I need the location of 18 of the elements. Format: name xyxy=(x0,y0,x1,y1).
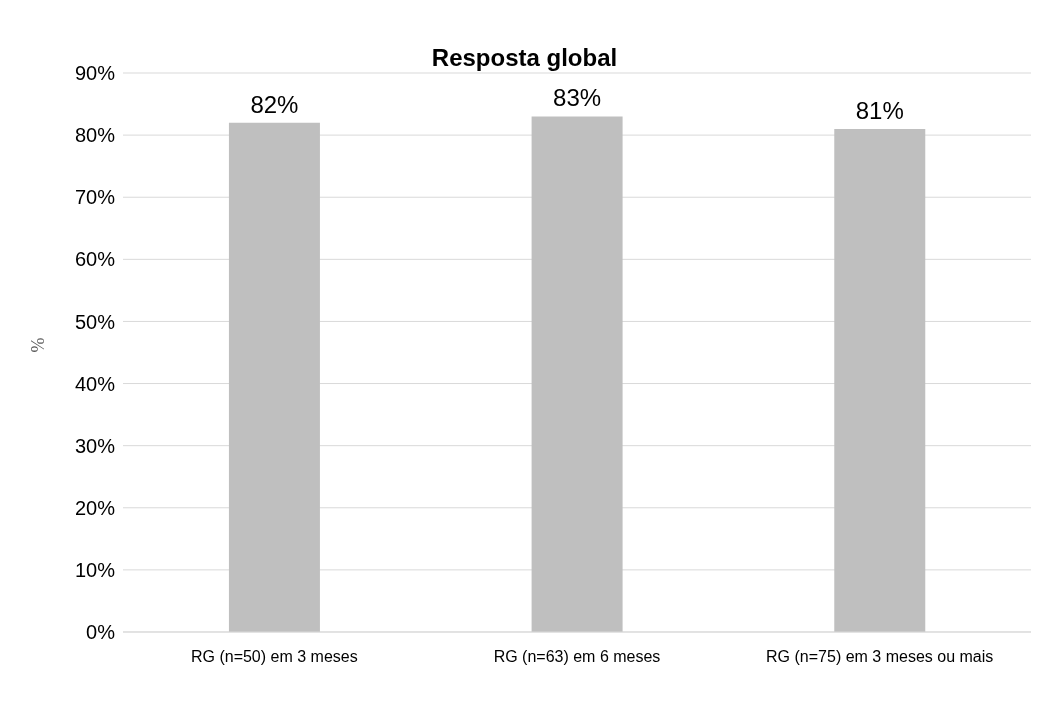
y-tick-label: 80% xyxy=(74,124,116,147)
x-tick-label: RG (n=63) em 6 meses xyxy=(493,648,661,665)
data-label: 81% xyxy=(855,96,904,124)
y-tick-label: 60% xyxy=(74,248,116,271)
y-tick-label: 90% xyxy=(74,62,116,85)
y-tick-label: 40% xyxy=(74,372,116,395)
y-tick-label: 70% xyxy=(74,186,116,209)
y-tick-label: 10% xyxy=(74,558,116,581)
y-tick-label: 0% xyxy=(86,621,116,644)
chart-title: Resposta global xyxy=(431,44,618,71)
x-tick-label: RG (n=75) em 3 meses ou mais xyxy=(766,648,994,665)
x-tick-label: RG (n=50) em 3 meses xyxy=(190,648,358,665)
y-axis-title: % xyxy=(28,337,49,353)
y-tick-label: 30% xyxy=(74,434,116,457)
y-tick-label: 20% xyxy=(74,496,116,519)
data-label: 82% xyxy=(250,90,299,118)
y-tick-label: 50% xyxy=(74,310,116,333)
data-label: 83% xyxy=(553,84,602,112)
